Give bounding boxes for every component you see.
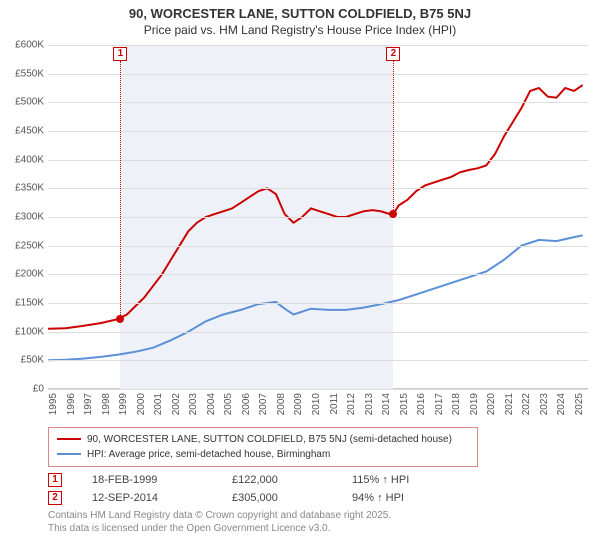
x-tick-label: 2003 bbox=[188, 393, 199, 415]
marker-line bbox=[120, 61, 121, 319]
series-line bbox=[48, 85, 583, 329]
annotation-date: 12-SEP-2014 bbox=[92, 492, 202, 504]
annotation-marker: 1 bbox=[48, 473, 62, 487]
y-tick-label: £300K bbox=[4, 211, 44, 222]
gridline bbox=[48, 360, 588, 361]
gridline bbox=[48, 131, 588, 132]
annotation-marker: 2 bbox=[48, 491, 62, 505]
x-tick-label: 2015 bbox=[399, 393, 410, 415]
x-tick-label: 2016 bbox=[416, 393, 427, 415]
gridline bbox=[48, 303, 588, 304]
footer-line2: This data is licensed under the Open Gov… bbox=[48, 522, 592, 535]
gridline bbox=[48, 45, 588, 46]
x-tick-label: 2020 bbox=[486, 393, 497, 415]
footer: Contains HM Land Registry data © Crown c… bbox=[48, 509, 592, 535]
marker-box: 2 bbox=[386, 47, 400, 61]
x-tick-label: 1999 bbox=[118, 393, 129, 415]
x-tick-label: 2024 bbox=[556, 393, 567, 415]
x-tick-label: 2017 bbox=[434, 393, 445, 415]
x-tick-label: 2013 bbox=[364, 393, 375, 415]
legend-swatch bbox=[57, 453, 81, 455]
annotation-row: 1 18-FEB-1999 £122,000 115% ↑ HPI bbox=[48, 473, 592, 487]
legend-row: 90, WORCESTER LANE, SUTTON COLDFIELD, B7… bbox=[57, 432, 469, 447]
x-tick-label: 2021 bbox=[504, 393, 515, 415]
x-tick-label: 2000 bbox=[136, 393, 147, 415]
x-tick-label: 2005 bbox=[223, 393, 234, 415]
x-tick-label: 2023 bbox=[539, 393, 550, 415]
gridline bbox=[48, 188, 588, 189]
x-tick-label: 1998 bbox=[101, 393, 112, 415]
x-tick-label: 2012 bbox=[346, 393, 357, 415]
y-tick-label: £250K bbox=[4, 240, 44, 251]
chart-title: 90, WORCESTER LANE, SUTTON COLDFIELD, B7… bbox=[8, 6, 592, 23]
chart-container: 90, WORCESTER LANE, SUTTON COLDFIELD, B7… bbox=[0, 0, 600, 560]
gridline bbox=[48, 389, 588, 390]
gridline bbox=[48, 74, 588, 75]
legend: 90, WORCESTER LANE, SUTTON COLDFIELD, B7… bbox=[48, 427, 478, 467]
x-tick-label: 2007 bbox=[258, 393, 269, 415]
legend-label: 90, WORCESTER LANE, SUTTON COLDFIELD, B7… bbox=[87, 432, 452, 447]
x-tick-label: 1996 bbox=[66, 393, 77, 415]
y-tick-label: £0 bbox=[4, 383, 44, 394]
y-tick-label: £500K bbox=[4, 97, 44, 108]
marker-box: 1 bbox=[113, 47, 127, 61]
legend-label: HPI: Average price, semi-detached house,… bbox=[87, 447, 330, 462]
annotation-hpi: 94% ↑ HPI bbox=[352, 492, 452, 504]
x-tick-label: 1995 bbox=[48, 393, 59, 415]
x-tick-label: 2010 bbox=[311, 393, 322, 415]
gridline bbox=[48, 160, 588, 161]
marker-line bbox=[393, 61, 394, 214]
x-tick-label: 2002 bbox=[171, 393, 182, 415]
y-tick-label: £550K bbox=[4, 68, 44, 79]
footer-line1: Contains HM Land Registry data © Crown c… bbox=[48, 509, 592, 522]
series-line bbox=[48, 235, 583, 360]
x-tick-label: 2009 bbox=[293, 393, 304, 415]
gridline bbox=[48, 102, 588, 103]
annotation-price: £122,000 bbox=[232, 474, 322, 486]
x-tick-label: 2008 bbox=[276, 393, 287, 415]
marker-dot bbox=[116, 315, 124, 323]
annotation-price: £305,000 bbox=[232, 492, 322, 504]
marker-dot bbox=[389, 210, 397, 218]
x-tick-label: 2025 bbox=[574, 393, 585, 415]
annotation-hpi: 115% ↑ HPI bbox=[352, 474, 452, 486]
gridline bbox=[48, 246, 588, 247]
y-tick-label: £150K bbox=[4, 297, 44, 308]
legend-swatch bbox=[57, 438, 81, 440]
y-tick-label: £400K bbox=[4, 154, 44, 165]
chart-area: 12 £0£50K£100K£150K£200K£250K£300K£350K£… bbox=[8, 41, 592, 421]
x-tick-label: 2001 bbox=[153, 393, 164, 415]
annotation-date: 18-FEB-1999 bbox=[92, 474, 202, 486]
y-tick-label: £450K bbox=[4, 125, 44, 136]
y-tick-label: £100K bbox=[4, 326, 44, 337]
y-tick-label: £50K bbox=[4, 355, 44, 366]
gridline bbox=[48, 332, 588, 333]
sale-annotations: 1 18-FEB-1999 £122,000 115% ↑ HPI 2 12-SEP-20… bbox=[48, 473, 592, 505]
y-tick-label: £200K bbox=[4, 269, 44, 280]
y-tick-label: £600K bbox=[4, 39, 44, 50]
x-tick-label: 2011 bbox=[329, 393, 340, 415]
gridline bbox=[48, 274, 588, 275]
x-tick-label: 1997 bbox=[83, 393, 94, 415]
x-tick-label: 2022 bbox=[521, 393, 532, 415]
annotation-row: 2 12-SEP-2014 £305,000 94% ↑ HPI bbox=[48, 491, 592, 505]
x-tick-label: 2004 bbox=[206, 393, 217, 415]
x-tick-label: 2018 bbox=[451, 393, 462, 415]
gridline bbox=[48, 217, 588, 218]
plot-region: 12 bbox=[48, 45, 588, 389]
x-tick-label: 2019 bbox=[469, 393, 480, 415]
x-tick-label: 2014 bbox=[381, 393, 392, 415]
x-tick-label: 2006 bbox=[241, 393, 252, 415]
chart-subtitle: Price paid vs. HM Land Registry's House … bbox=[8, 23, 592, 37]
y-tick-label: £350K bbox=[4, 183, 44, 194]
legend-row: HPI: Average price, semi-detached house,… bbox=[57, 447, 469, 462]
